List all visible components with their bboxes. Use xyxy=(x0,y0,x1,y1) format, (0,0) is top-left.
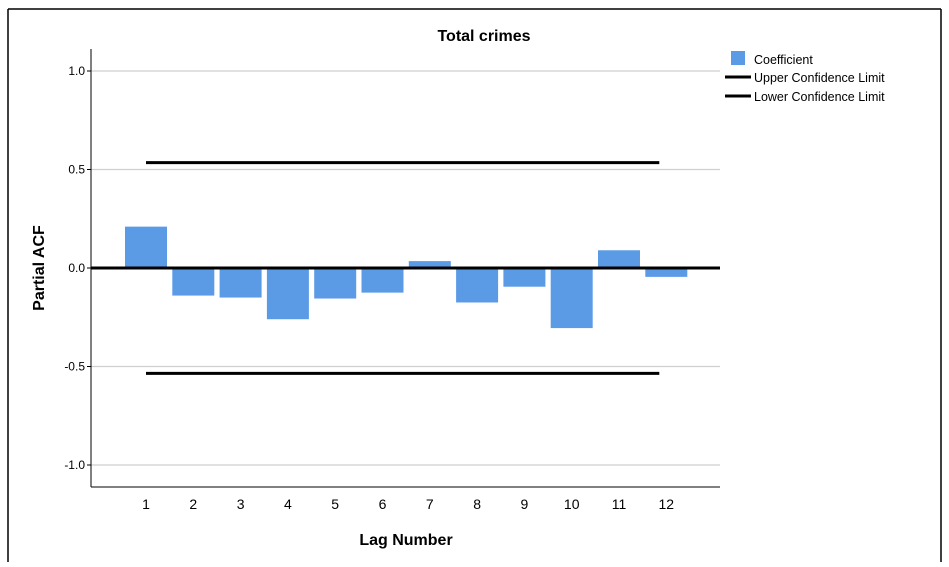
bar-lag-1 xyxy=(125,226,167,268)
legend-label-upper-limit: Upper Confidence Limit xyxy=(754,71,885,85)
y-tick-label: 0.0 xyxy=(68,261,85,275)
x-tick-label: 4 xyxy=(284,496,292,512)
y-tick-label: -1.0 xyxy=(64,458,85,472)
y-tick-label: -0.5 xyxy=(64,360,85,374)
y-tick-label: 0.5 xyxy=(68,163,85,177)
grid-layer xyxy=(91,70,720,466)
bar-lag-6 xyxy=(361,268,404,293)
x-tick-label: 11 xyxy=(612,496,627,512)
x-tick-label: 7 xyxy=(426,496,434,512)
x-tick-label: 2 xyxy=(189,496,197,512)
x-tick-label: 3 xyxy=(237,496,245,512)
y-tick-label: 1.0 xyxy=(68,64,85,78)
x-tick-label: 12 xyxy=(659,496,675,512)
bar-lag-4 xyxy=(266,268,309,320)
x-tick-label: 9 xyxy=(521,496,529,512)
bar-lag-12 xyxy=(645,268,688,277)
x-tick-label: 6 xyxy=(379,496,387,512)
y-axis-label: Partial ACF xyxy=(31,225,48,311)
bar-lag-3 xyxy=(219,268,262,298)
bar-lag-7 xyxy=(408,261,451,268)
bar-lag-11 xyxy=(598,250,640,268)
x-tick-label: 5 xyxy=(331,496,339,512)
bar-lag-2 xyxy=(172,268,215,296)
chart-title: Total crimes xyxy=(437,28,530,45)
bar-lag-5 xyxy=(314,268,357,299)
bar-lag-8 xyxy=(456,268,499,303)
x-axis-label: Lag Number xyxy=(359,532,452,549)
bar-lag-9 xyxy=(503,268,546,287)
line-layer xyxy=(91,161,720,375)
bar-layer xyxy=(125,226,688,329)
legend-label-coefficient: Coefficient xyxy=(754,53,813,67)
x-tick-label: 8 xyxy=(473,496,481,512)
x-tick-label: 1 xyxy=(142,496,150,512)
legend-swatch-coefficient xyxy=(731,51,745,65)
x-tick-label: 10 xyxy=(564,496,580,512)
legend-label-lower-limit: Lower Confidence Limit xyxy=(754,90,885,104)
axis-layer: 1.00.50.0-0.5-1.01 2 3 4 5 6 7 8 9 10 11 12 xyxy=(64,49,720,512)
bar-lag-10 xyxy=(550,268,593,329)
legend: Coefficient Upper Confidence Limit Lower… xyxy=(725,51,885,104)
